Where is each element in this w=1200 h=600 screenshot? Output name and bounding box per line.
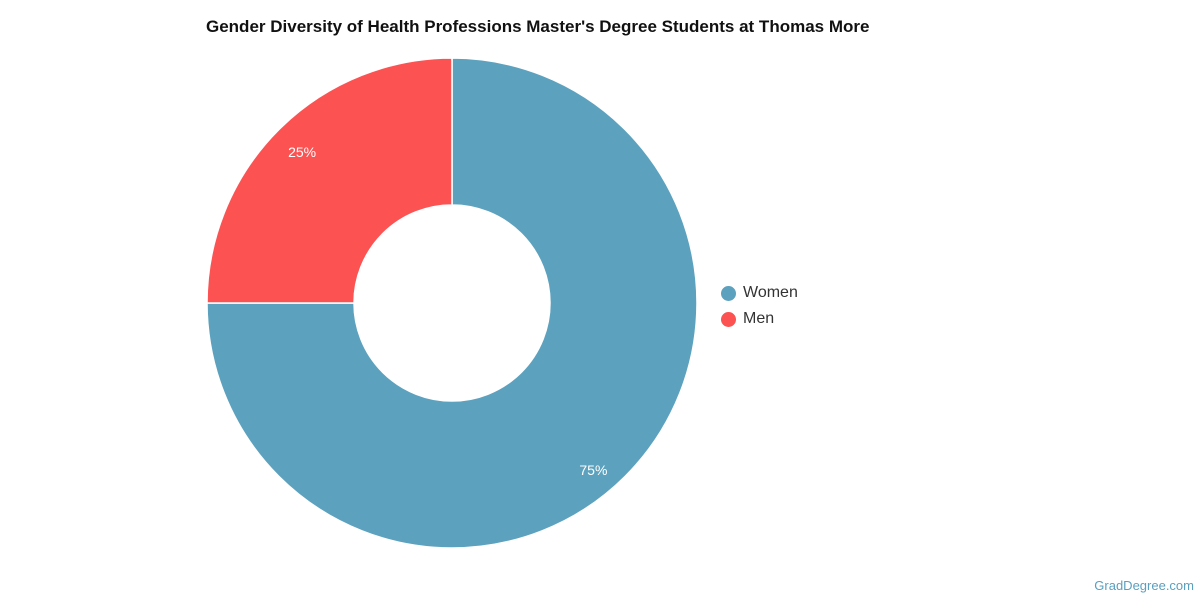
legend-label-women: Women bbox=[743, 284, 798, 301]
legend-label-men: Men bbox=[743, 310, 775, 327]
donut-slice-women[interactable] bbox=[206, 57, 698, 549]
legend: Women Men bbox=[721, 280, 798, 332]
slice-label-men: 25% bbox=[288, 144, 316, 160]
legend-item-men[interactable]: Men bbox=[721, 306, 798, 332]
slice-label-women: 75% bbox=[579, 462, 607, 478]
legend-item-women[interactable]: Women bbox=[721, 280, 798, 306]
credit-link[interactable]: GradDegree.com bbox=[1094, 578, 1194, 593]
legend-swatch-men bbox=[721, 311, 736, 327]
legend-swatch-women bbox=[721, 285, 736, 301]
chart-title: Gender Diversity of Health Professions M… bbox=[206, 17, 870, 36]
donut-slice-men[interactable] bbox=[206, 57, 453, 304]
